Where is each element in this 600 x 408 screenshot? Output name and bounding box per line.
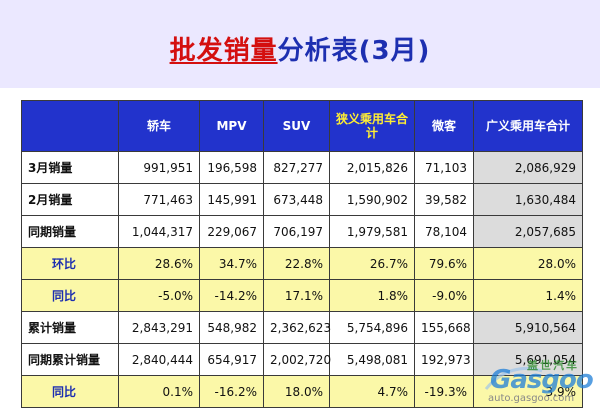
title-part-highlight: 批发销量 <box>169 36 278 66</box>
table-cell: 145,991 <box>199 183 264 216</box>
header-cell: SUV <box>263 100 330 152</box>
header-row: 轿车 MPV SUV 狭义乘用车合计 微客 广义乘用车合计 <box>21 100 583 152</box>
table-cell: -19.3% <box>414 375 474 408</box>
table-cell: 1,590,902 <box>329 183 415 216</box>
table-cell: 79.6% <box>414 247 474 280</box>
table-row: 同比 0.1% -16.2% 18.0% 4.7% -19.3% 3.9% <box>21 375 583 408</box>
table-cell: 2,015,826 <box>329 151 415 184</box>
table-cell: 28.0% <box>473 247 583 280</box>
table-cell: 5,754,896 <box>329 311 415 344</box>
table-cell: 5,691,054 <box>473 343 583 376</box>
table-cell: 18.0% <box>263 375 330 408</box>
table-cell: 1,044,317 <box>118 215 200 248</box>
table-cell: 26.7% <box>329 247 415 280</box>
table-cell: 2,002,720 <box>263 343 331 376</box>
table-cell: 192,973 <box>414 343 474 376</box>
table-cell: -14.2% <box>199 279 264 312</box>
table-cell: 34.7% <box>199 247 264 280</box>
row-label: 3月销量 <box>21 151 119 184</box>
table-cell: 196,598 <box>199 151 264 184</box>
table-cell: 654,917 <box>199 343 264 376</box>
table-cell: 4.7% <box>329 375 415 408</box>
title-part-rest: 分析表(3月) <box>277 36 431 66</box>
table-cell: 39,582 <box>414 183 474 216</box>
table-cell: 827,277 <box>263 151 330 184</box>
table-cell: 2,840,444 <box>118 343 200 376</box>
row-label: 同比 <box>21 279 119 312</box>
row-label: 累计销量 <box>21 311 119 344</box>
table-cell: 78,104 <box>414 215 474 248</box>
header-cell: 微客 <box>414 100 474 152</box>
header-cell: 广义乘用车合计 <box>473 100 583 152</box>
title-band <box>0 0 600 88</box>
table-cell: 71,103 <box>414 151 474 184</box>
watermark-url: auto.gasgoo.com <box>488 393 575 404</box>
table-cell: 991,951 <box>118 151 200 184</box>
table-row: 环比 28.6% 34.7% 22.8% 26.7% 79.6% 28.0% <box>21 247 583 280</box>
header-cell: 狭义乘用车合计 <box>329 100 415 152</box>
page-title: 批发销量分析表(3月) <box>0 30 600 67</box>
table-cell: -16.2% <box>199 375 264 408</box>
gasgoo-watermark: 盖世汽车 Gasgoo auto.gasgoo.com <box>482 355 594 404</box>
table-row: 同期销量 1,044,317 229,067 706,197 1,979,581 78,1… <box>21 215 583 248</box>
table-row: 3月销量 991,951 196,598 827,277 2,015,826 71,103… <box>21 151 583 184</box>
table-cell: 5,910,564 <box>473 311 583 344</box>
swoosh-icon <box>484 367 543 390</box>
table-cell: -5.0% <box>118 279 200 312</box>
table-cell: 548,982 <box>199 311 264 344</box>
table-row: 同比 -5.0% -14.2% 17.1% 1.8% -9.0% 1.4% <box>21 279 583 312</box>
table-cell: 28.6% <box>118 247 200 280</box>
table-row: 2月销量 771,463 145,991 673,448 1,590,902 39,582… <box>21 183 583 216</box>
table-cell: 0.1% <box>118 375 200 408</box>
table-cell: 229,067 <box>199 215 264 248</box>
watermark-cn: 盖世汽车 <box>527 359 579 372</box>
row-label: 同比 <box>21 375 119 408</box>
table-cell: 3.9% <box>473 375 583 408</box>
watermark-brand: Gasgoo <box>490 365 594 395</box>
table-cell: 1.8% <box>329 279 415 312</box>
table-cell: 673,448 <box>263 183 330 216</box>
row-label: 2月销量 <box>21 183 119 216</box>
table-cell: 1,630,484 <box>473 183 583 216</box>
table-cell: 155,668 <box>414 311 474 344</box>
row-label: 环比 <box>21 247 119 280</box>
sales-table: 轿车 MPV SUV 狭义乘用车合计 微客 广义乘用车合计 3月销量 991,95… <box>21 100 583 408</box>
table-cell: 771,463 <box>118 183 200 216</box>
table-cell: 22.8% <box>263 247 330 280</box>
row-label: 同期销量 <box>21 215 119 248</box>
table-row: 同期累计销量 2,840,444 654,917 2,002,720 5,498,081… <box>21 343 583 376</box>
header-corner <box>21 100 119 152</box>
table-cell: 1.4% <box>473 279 583 312</box>
table-cell: 5,498,081 <box>329 343 415 376</box>
table-cell: 706,197 <box>263 215 330 248</box>
table-cell: 2,843,291 <box>118 311 200 344</box>
table-cell: 1,979,581 <box>329 215 415 248</box>
table-cell: 2,057,685 <box>473 215 583 248</box>
table-cell: 2,362,623 <box>263 311 331 344</box>
header-cell: 轿车 <box>118 100 200 152</box>
table-cell: 17.1% <box>263 279 330 312</box>
table-row: 累计销量 2,843,291 548,982 2,362,623 5,754,896 15… <box>21 311 583 344</box>
header-cell: MPV <box>199 100 264 152</box>
table-cell: -9.0% <box>414 279 474 312</box>
row-label: 同期累计销量 <box>21 343 119 376</box>
table-cell: 2,086,929 <box>473 151 583 184</box>
